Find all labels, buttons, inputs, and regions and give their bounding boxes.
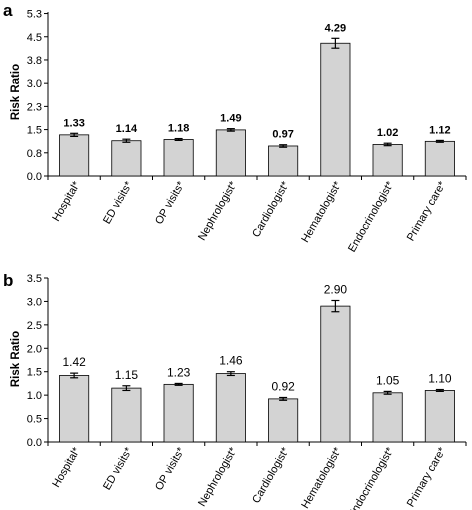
bar-b bbox=[320, 305, 351, 443]
bar-a bbox=[59, 134, 90, 177]
y-tick-label-a: 0.8 bbox=[27, 148, 42, 160]
category-label-a: OP visits* bbox=[153, 179, 187, 227]
bars-a: 1.33 Hospital* 1.14 ED visits* 1.18 OP visits… bbox=[50, 22, 455, 254]
y-tick-label-b: 2.0 bbox=[27, 343, 42, 355]
category-label-b: Hematologist* bbox=[299, 445, 344, 510]
data-label-b: 1.46 bbox=[219, 354, 243, 368]
y-tick-label-a: 5.3 bbox=[27, 9, 42, 21]
y-tick-label-b: 0.0 bbox=[27, 437, 42, 449]
y-tick-label-a: 3.8 bbox=[27, 55, 42, 67]
bar-b bbox=[372, 392, 403, 443]
y-tick-label-b: 1.0 bbox=[27, 390, 42, 402]
data-label-a: 1.49 bbox=[220, 113, 241, 125]
bar-b bbox=[111, 387, 142, 443]
bar-a bbox=[163, 139, 194, 177]
panel-b: b Risk Ratio 0.0 0.5 1.0 1.5 2.0 2.5 3.0 3.5 1.… bbox=[3, 271, 467, 510]
data-label-b: 1.10 bbox=[428, 372, 452, 386]
y-tick-label-b: 1.5 bbox=[27, 367, 42, 379]
bar-a bbox=[215, 129, 246, 177]
category-label-b: Primary care* bbox=[405, 445, 449, 509]
data-label-b: 1.23 bbox=[167, 365, 191, 379]
panel-letter-b: b bbox=[3, 271, 13, 290]
category-label-a: Hospital* bbox=[50, 179, 83, 224]
y-tick-label-b: 0.5 bbox=[27, 414, 42, 426]
bar-a bbox=[111, 140, 142, 177]
y-tick-label-b: 2.5 bbox=[27, 320, 42, 332]
bar-b bbox=[163, 383, 194, 443]
y-tick-label-b: 3.5 bbox=[27, 273, 42, 285]
data-label-a: 1.12 bbox=[429, 124, 450, 136]
y-axis-title-b: Risk Ratio bbox=[10, 331, 22, 387]
category-label-b: Hospital* bbox=[50, 445, 83, 490]
data-label-b: 1.42 bbox=[62, 355, 86, 369]
category-label-a: Primary care* bbox=[405, 179, 449, 243]
category-label-a: Hematologist* bbox=[299, 179, 344, 245]
bar-b bbox=[268, 398, 299, 443]
category-label-a: ED visits* bbox=[101, 179, 135, 226]
y-axis-title-a: Risk Ratio bbox=[10, 64, 22, 120]
y-tick-label-a: 2.3 bbox=[27, 101, 42, 113]
category-label-a: Nephrologist* bbox=[196, 179, 240, 243]
category-label-b: Endocrinologist* bbox=[346, 445, 396, 510]
bar-b bbox=[59, 375, 90, 443]
y-tick-label-a: 4.5 bbox=[27, 32, 42, 44]
category-label-b: Nephrologist* bbox=[196, 445, 240, 509]
category-label-a: Endocrinologist* bbox=[346, 179, 396, 254]
data-label-b: 0.92 bbox=[271, 379, 295, 393]
y-tick-label-b: 3.0 bbox=[27, 296, 42, 308]
data-label-a: 1.14 bbox=[116, 123, 138, 135]
y-tick-label-a: 1.5 bbox=[27, 125, 42, 137]
bar-a bbox=[424, 140, 455, 177]
y-tick-label-a: 3.0 bbox=[27, 78, 42, 90]
category-label-b: OP visits* bbox=[153, 445, 187, 493]
bar-a bbox=[372, 144, 403, 177]
data-label-a: 1.33 bbox=[63, 117, 84, 129]
bar-b bbox=[424, 390, 455, 443]
category-label-b: Cardiologist* bbox=[250, 445, 292, 506]
y-tick-label-a: 0.0 bbox=[27, 171, 42, 183]
data-label-b: 2.90 bbox=[324, 282, 348, 296]
panel-a: a Risk Ratio 0.0 0.8 1.5 2.3 3.0 3.8 4.5 5.3 1.… bbox=[3, 1, 467, 254]
category-label-a: Cardiologist* bbox=[250, 179, 292, 240]
category-label-b: ED visits* bbox=[101, 445, 135, 492]
bar-a bbox=[320, 42, 351, 177]
data-label-b: 1.05 bbox=[376, 373, 400, 387]
bar-a bbox=[268, 145, 299, 177]
panel-letter-a: a bbox=[3, 1, 13, 20]
bar-b bbox=[215, 373, 246, 443]
data-label-a: 1.02 bbox=[377, 127, 398, 139]
data-label-b: 1.15 bbox=[115, 368, 139, 382]
data-label-a: 0.97 bbox=[272, 129, 293, 141]
data-label-a: 1.18 bbox=[168, 123, 189, 135]
bars-b: 1.42 Hospital* 1.15 ED visits* 1.23 OP visits… bbox=[50, 282, 455, 510]
data-label-a: 4.29 bbox=[325, 22, 346, 34]
